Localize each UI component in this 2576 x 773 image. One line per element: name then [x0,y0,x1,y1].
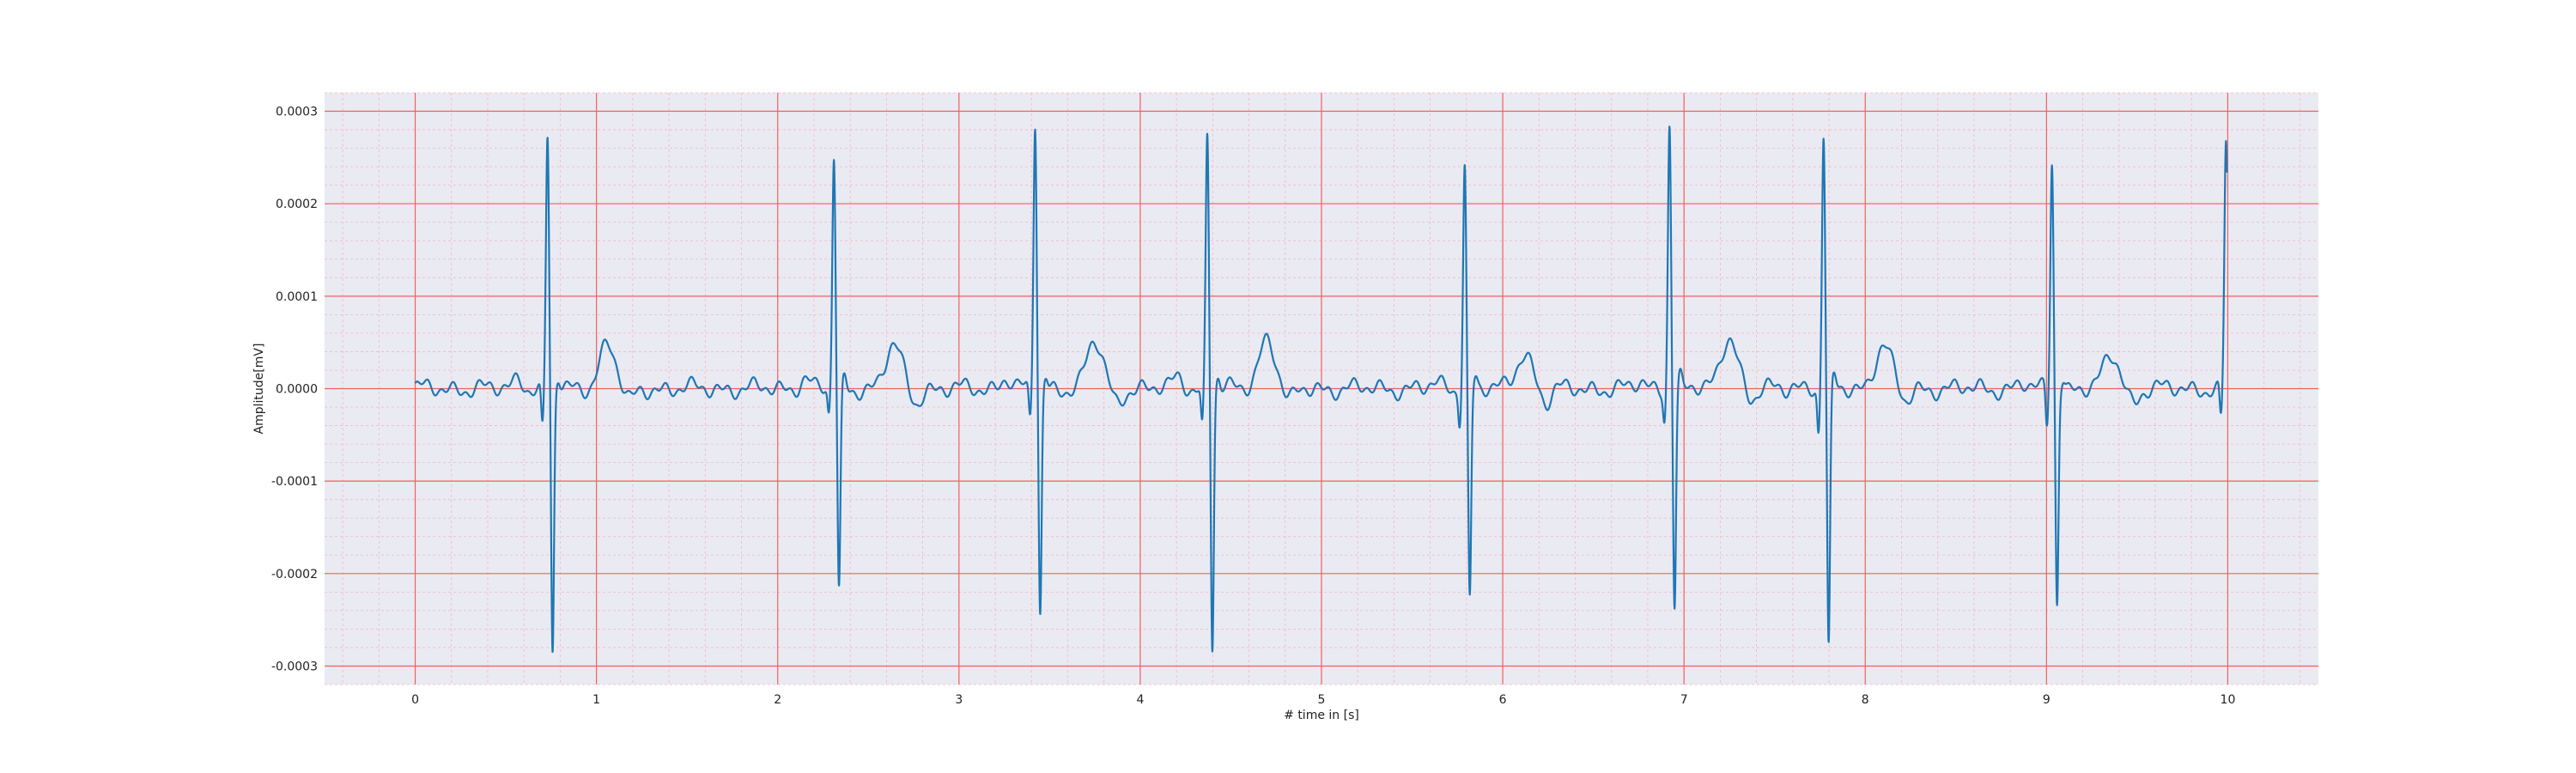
y-tick-label: -0.0003 [271,660,318,673]
x-tick-label: 8 [1862,693,1869,707]
y-tick-label: -0.0002 [271,568,318,581]
x-tick-labels: 0 1 2 3 4 5 6 7 8 9 10 [411,693,2235,707]
x-tick-label: 10 [2221,693,2236,707]
y-tick-label: -0.0001 [271,475,318,489]
x-tick-label: 3 [955,693,963,707]
series-layer [414,125,2228,654]
x-tick-label: 4 [1136,693,1144,707]
x-tick-label: 7 [1680,693,1688,707]
x-tick-label: 5 [1318,693,1326,707]
y-axis-label: Amplitude[mV] [252,344,266,435]
x-axis-label: # time in [s] [1284,709,1359,722]
x-tick-label: 2 [774,693,781,707]
y-tick-labels: 0.0003 0.0002 0.0001 0.0000 -0.0001 -0.0002 -0… [271,106,318,674]
y-tick-label: 0.0002 [276,198,318,211]
x-tick-label: 1 [592,693,600,707]
x-tick-label: 6 [1499,693,1507,707]
x-tick-label: 0 [411,693,419,707]
y-tick-label: 0.0001 [276,290,318,304]
y-tick-label: 0.0000 [276,383,318,397]
ecg-series-line [414,125,2228,654]
x-tick-label: 9 [2043,693,2050,707]
y-tick-label: 0.0003 [276,106,318,119]
